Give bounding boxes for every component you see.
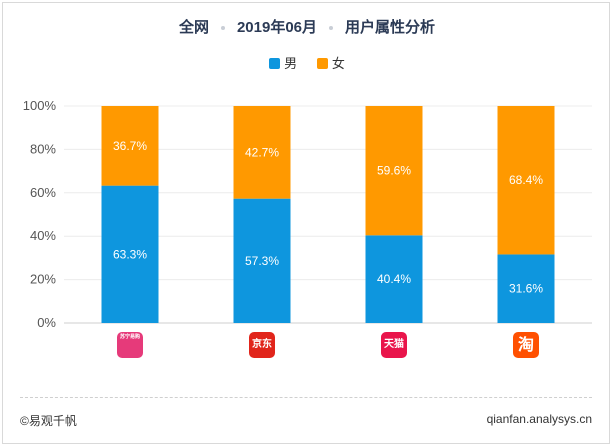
data-label: 63.3% (113, 247, 147, 261)
bar-segment-female (497, 106, 555, 255)
chart-title: 全网 2019年06月 用户属性分析 (0, 16, 614, 37)
source-website[interactable]: qianfan.analysys.cn (486, 412, 592, 426)
title-topic: 用户属性分析 (345, 19, 436, 36)
legend-label-female: 女 (331, 56, 345, 71)
data-label: 31.6% (509, 282, 543, 296)
data-label: 36.7% (113, 139, 147, 153)
bar-segment-male (101, 185, 159, 323)
legend-swatch-male (269, 58, 281, 69)
bar-segment-female (101, 106, 159, 186)
legend-item-female[interactable]: 女 (316, 53, 345, 72)
bar-segment-female (233, 106, 291, 199)
bar-segment-male (365, 235, 423, 323)
footer-divider (20, 397, 592, 398)
data-label: 40.4% (377, 272, 411, 286)
title-scope: 全网 (178, 19, 209, 36)
data-label: 68.4% (509, 173, 543, 187)
y-tick-label: 40% (30, 228, 56, 243)
tmall-app-icon: 天猫 (381, 332, 407, 358)
chart-legend: 男 女 (0, 53, 614, 72)
bar-segment-male (497, 254, 555, 323)
taobao-app-icon: 淘 (513, 332, 539, 358)
bar-segment-male (233, 198, 291, 323)
title-separator (329, 26, 334, 31)
bar-segment-female (365, 106, 423, 236)
y-tick-label: 20% (30, 272, 56, 287)
y-tick-label: 80% (30, 141, 56, 156)
data-label: 57.3% (245, 254, 279, 268)
legend-item-male[interactable]: 男 (269, 53, 297, 72)
data-label: 59.6% (377, 164, 411, 178)
jd-app-icon: 京东 (249, 332, 275, 358)
data-label: 42.7% (245, 145, 279, 159)
y-tick-label: 60% (30, 185, 56, 200)
source-credit: ©易观千帆 (20, 414, 77, 428)
suning-app-icon: 苏宁易购 (117, 332, 143, 358)
title-separator (220, 26, 225, 31)
y-tick-label: 0% (37, 315, 56, 330)
legend-label-male: 男 (284, 56, 298, 71)
legend-swatch-female (316, 58, 328, 69)
y-tick-label: 100% (23, 98, 57, 113)
title-period: 2019年06月 (236, 19, 318, 36)
